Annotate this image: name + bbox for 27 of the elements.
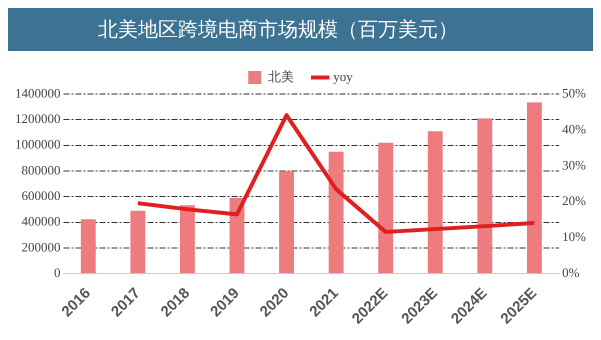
y-tick-label: 0 [54, 265, 60, 280]
chart-title: 北美地区跨境电商市场规模（百万美元） [8, 8, 593, 51]
y2-tick-label: 30% [562, 157, 586, 172]
bar [130, 210, 146, 274]
legend-label: 北美 [268, 68, 294, 84]
bar [80, 219, 96, 274]
y-tick-label: 400000 [22, 214, 60, 229]
y2-tick-label: 20% [562, 193, 586, 208]
bar [428, 131, 443, 274]
y-tick-label: 800000 [22, 162, 60, 178]
y-tick-label: 1000000 [15, 136, 60, 152]
bar [477, 118, 492, 274]
bar [180, 205, 195, 274]
bar [378, 142, 394, 274]
y2-tick-label: 10% [562, 229, 586, 244]
y2-tick-label: 50% [562, 85, 586, 100]
bar [526, 102, 542, 274]
y-tick-label: 600000 [22, 188, 60, 204]
bar [279, 171, 294, 274]
y2-tick-label: 40% [562, 121, 586, 136]
y2-tick-label: 0% [562, 265, 580, 280]
legend-label: yoy [333, 68, 354, 84]
y-tick-label: 1400000 [15, 85, 60, 100]
bar [230, 198, 244, 274]
y-tick-label: 200000 [22, 239, 60, 254]
y-tick-label: 1200000 [15, 111, 60, 126]
bar [328, 152, 344, 274]
